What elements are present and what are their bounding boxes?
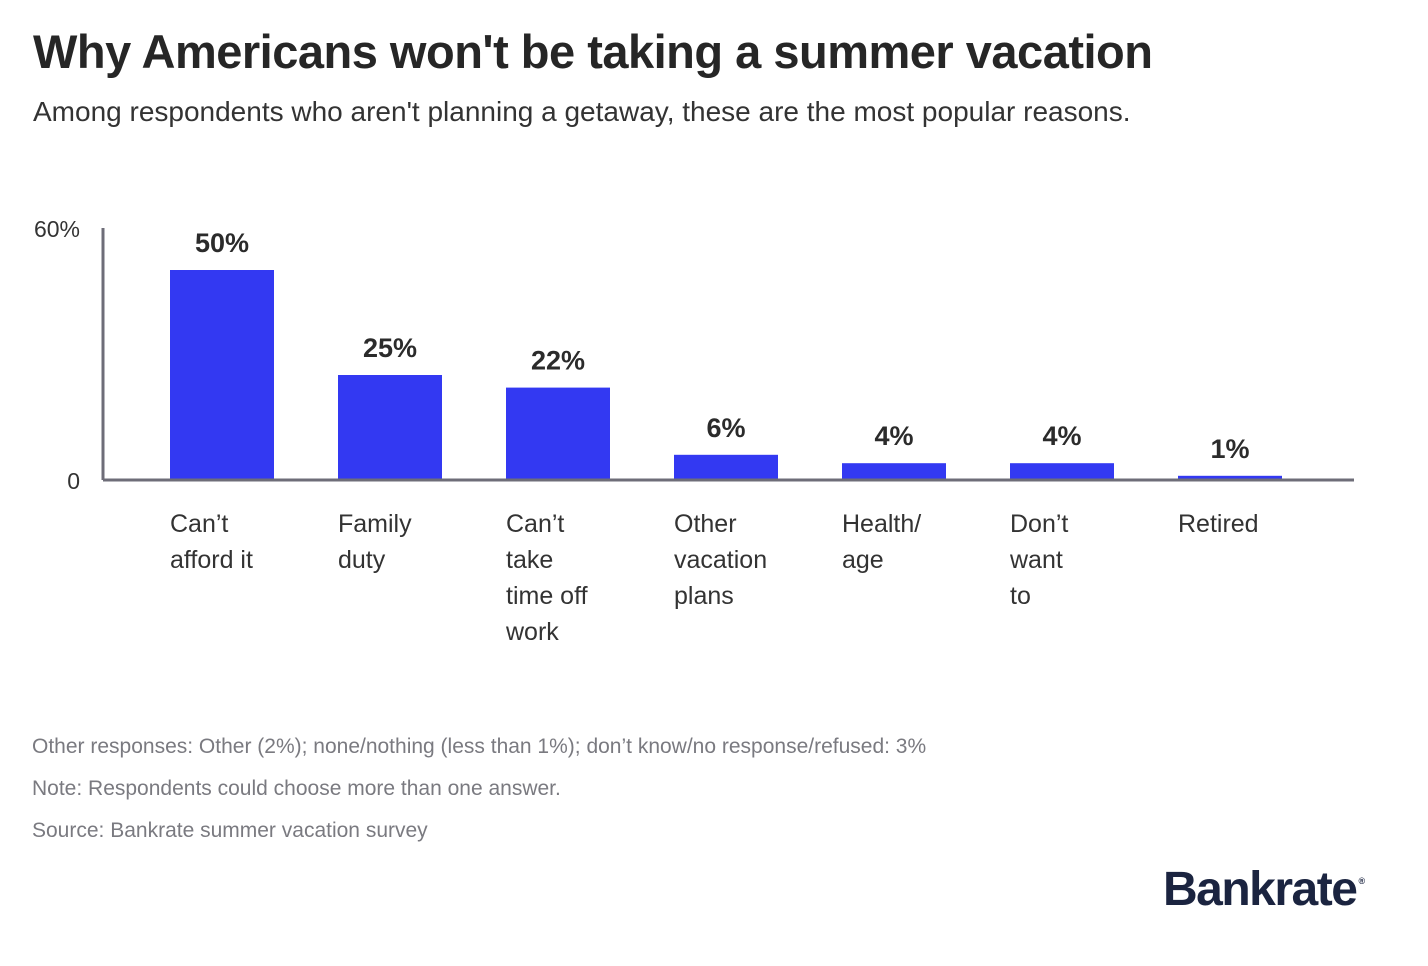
logo-registered-mark: ® bbox=[1358, 876, 1365, 886]
chart-subtitle: Among respondents who aren't planning a … bbox=[33, 96, 1131, 127]
footnote-other-responses: Other responses: Other (2%); none/nothin… bbox=[32, 735, 927, 758]
chart-title: Why Americans won't be taking a summer v… bbox=[33, 25, 1153, 78]
y-tick-label: 60% bbox=[34, 216, 80, 242]
bankrate-logo: Bankrate ® bbox=[1163, 862, 1365, 917]
bar bbox=[842, 463, 946, 481]
footnote-note: Note: Respondents could choose more than… bbox=[32, 777, 561, 800]
x-tick-label: Can’t take time off work bbox=[505, 510, 588, 646]
bar bbox=[1010, 463, 1114, 481]
bar bbox=[506, 387, 610, 481]
data-label: 22% bbox=[531, 346, 585, 376]
data-label: 4% bbox=[1042, 421, 1081, 451]
data-label: 1% bbox=[1210, 434, 1249, 464]
bar-chart: 0 60% 50% Can’t afford it 25% Family duty 22% Can… bbox=[34, 216, 1354, 646]
x-tick-label: Health/age bbox=[842, 510, 921, 574]
x-tick-label: Retired bbox=[1178, 510, 1259, 538]
logo-text: Bankrate bbox=[1163, 863, 1358, 916]
y-tick-label: 0 bbox=[67, 468, 80, 494]
bar bbox=[674, 454, 778, 481]
x-tick-label: Can’t afford it bbox=[170, 510, 253, 574]
data-label: 6% bbox=[706, 413, 745, 443]
x-tick-label: Other vacation plans bbox=[674, 510, 767, 610]
data-label: 4% bbox=[874, 421, 913, 451]
bar bbox=[170, 270, 274, 481]
data-label: 25% bbox=[363, 333, 417, 363]
x-tick-label: Family duty bbox=[338, 510, 412, 574]
footnote-source: Source: Bankrate summer vacation survey bbox=[32, 819, 428, 842]
x-tick-label: Don’t want to bbox=[1009, 510, 1068, 610]
bar bbox=[338, 375, 442, 481]
data-label: 50% bbox=[195, 228, 249, 258]
bar bbox=[1178, 475, 1282, 481]
